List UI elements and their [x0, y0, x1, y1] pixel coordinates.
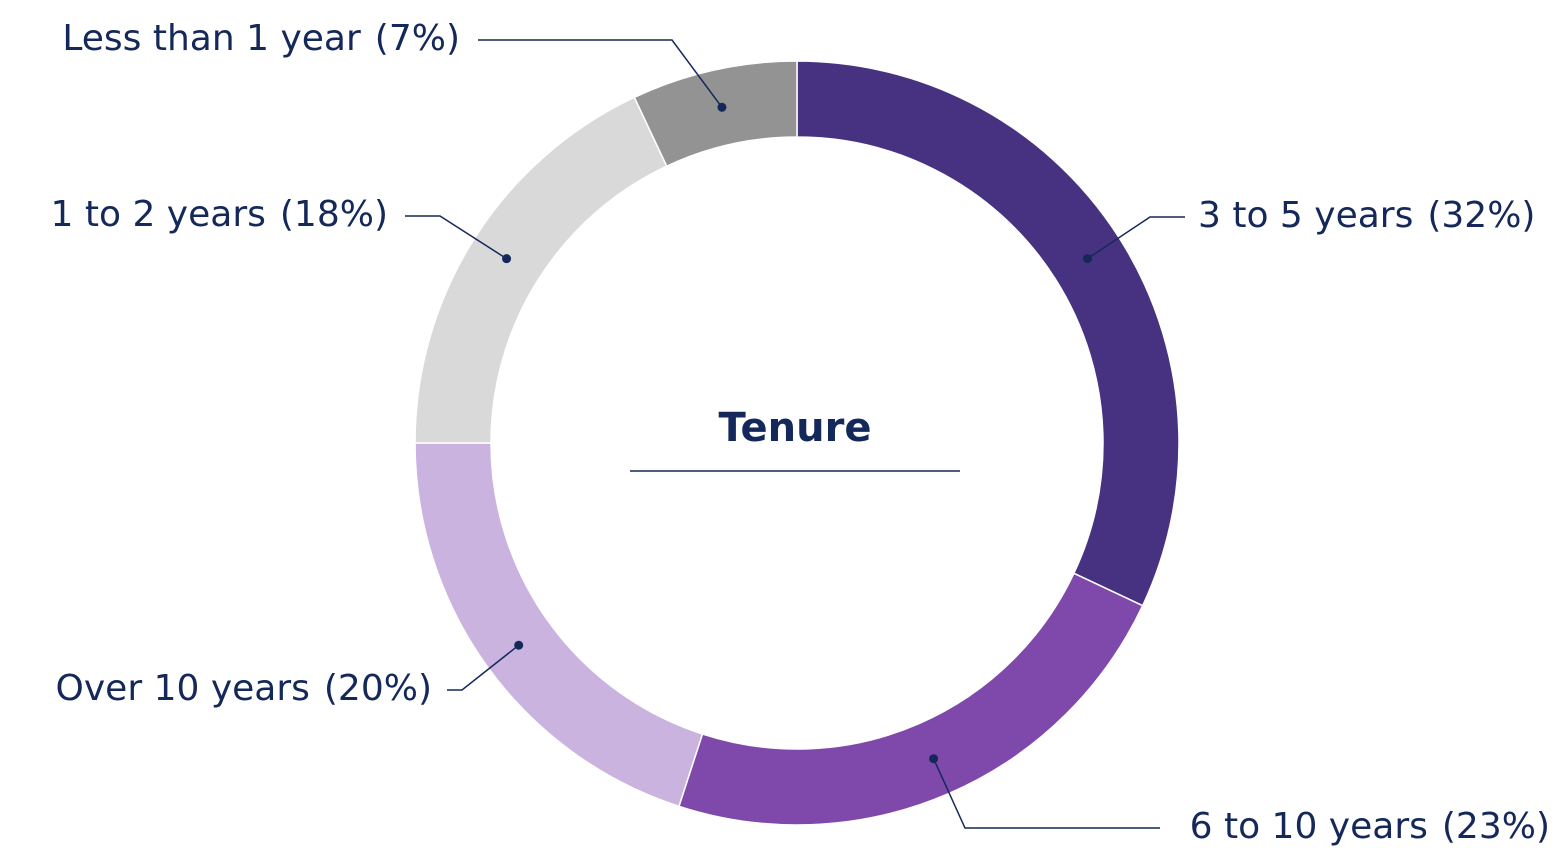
donut-segment: [414, 96, 668, 444]
leader-dot: [929, 754, 939, 764]
leader-line: [447, 644, 520, 691]
value-label: (23%): [1442, 806, 1550, 847]
leader-line: [478, 39, 723, 108]
donut-segment: [796, 60, 1180, 607]
slice-label: Less than 1 year (7%): [62, 18, 460, 59]
slice-label: 6 to 10 years (23%): [1190, 806, 1550, 847]
donut-segment: [633, 60, 798, 168]
slice-label: Over 10 years (20%): [56, 668, 432, 709]
donut-segment: [414, 442, 704, 808]
value-label: (7%): [375, 18, 460, 59]
value-label: (20%): [324, 668, 432, 709]
leader-dot: [502, 254, 512, 264]
value-label: (32%): [1427, 195, 1535, 236]
leader-dot: [1082, 254, 1092, 264]
value-label: (18%): [280, 194, 388, 235]
category-label: Less than 1 year: [62, 18, 361, 59]
leader-line: [1087, 216, 1185, 260]
chart-title: Tenure: [719, 405, 872, 451]
category-label: 1 to 2 years: [51, 194, 266, 235]
category-label: 6 to 10 years: [1190, 806, 1428, 847]
leader-line: [405, 215, 507, 260]
leader-dot: [717, 102, 727, 112]
slice-label: 3 to 5 years (32%): [1198, 195, 1535, 236]
leader-line: [932, 758, 1160, 829]
slice-label: 1 to 2 years (18%): [51, 194, 388, 235]
category-label: Over 10 years: [56, 668, 310, 709]
leader-dot: [514, 640, 524, 650]
donut-segment: [678, 572, 1144, 826]
category-label: 3 to 5 years: [1198, 195, 1413, 236]
